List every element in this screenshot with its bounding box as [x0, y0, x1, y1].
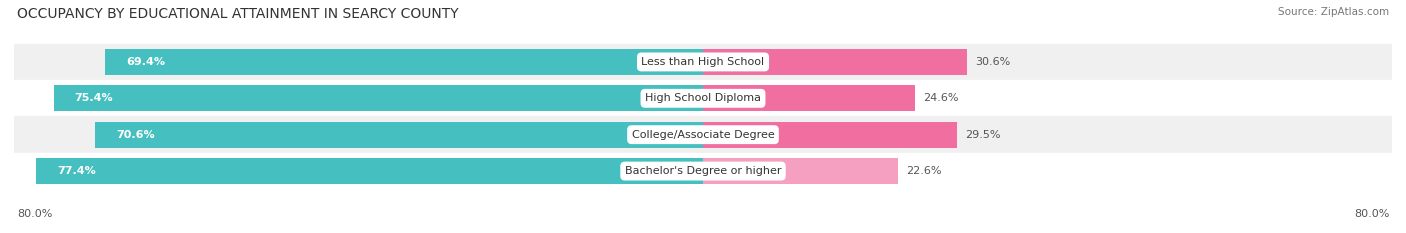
- Bar: [14, 153, 1392, 189]
- Text: College/Associate Degree: College/Associate Degree: [631, 130, 775, 140]
- Text: 80.0%: 80.0%: [17, 209, 52, 219]
- Bar: [96, 122, 703, 148]
- Text: Less than High School: Less than High School: [641, 57, 765, 67]
- Bar: [14, 80, 1392, 116]
- Text: OCCUPANCY BY EDUCATIONAL ATTAINMENT IN SEARCY COUNTY: OCCUPANCY BY EDUCATIONAL ATTAINMENT IN S…: [17, 7, 458, 21]
- Text: Bachelor's Degree or higher: Bachelor's Degree or higher: [624, 166, 782, 176]
- Text: 70.6%: 70.6%: [117, 130, 155, 140]
- Bar: [14, 44, 1392, 80]
- Bar: [703, 85, 915, 111]
- Text: 69.4%: 69.4%: [127, 57, 166, 67]
- Text: 80.0%: 80.0%: [1354, 209, 1389, 219]
- Bar: [703, 49, 966, 75]
- Text: 22.6%: 22.6%: [905, 166, 942, 176]
- Bar: [53, 85, 703, 111]
- Text: 75.4%: 75.4%: [75, 93, 114, 103]
- Text: High School Diploma: High School Diploma: [645, 93, 761, 103]
- Bar: [37, 158, 703, 184]
- Text: 77.4%: 77.4%: [58, 166, 96, 176]
- Text: 29.5%: 29.5%: [966, 130, 1001, 140]
- Bar: [105, 49, 703, 75]
- Text: 24.6%: 24.6%: [924, 93, 959, 103]
- Bar: [703, 122, 957, 148]
- Bar: [703, 158, 897, 184]
- Bar: [14, 116, 1392, 153]
- Text: Source: ZipAtlas.com: Source: ZipAtlas.com: [1278, 7, 1389, 17]
- Text: 30.6%: 30.6%: [974, 57, 1010, 67]
